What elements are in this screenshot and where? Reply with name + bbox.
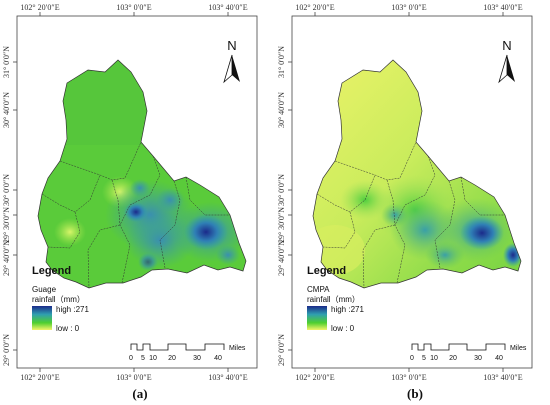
graticule-ticks	[13, 12, 229, 372]
map-frame	[16, 15, 258, 369]
scale-unit: Miles	[229, 345, 246, 352]
top-tick-label: 102° 20′0″E	[295, 3, 334, 12]
top-tick-label: 103° 40′0″E	[483, 3, 522, 12]
map-panel-b: 102° 20′0″E 103° 0′0″E 103° 40′0″E 102° …	[275, 0, 550, 405]
scale-label: 10	[430, 355, 438, 362]
legend-high: high :271	[56, 305, 89, 314]
top-tick-label: 103° 40′0″E	[208, 3, 247, 12]
bottom-tick-label: 103° 0′0″E	[116, 373, 151, 382]
scale-label: 20	[449, 355, 457, 362]
legend: Legend CMPA rainfall（mm） high :271 low :…	[307, 265, 364, 333]
side-tick-label: 29° 40′0″N	[2, 240, 11, 276]
graticule-ticks	[288, 12, 504, 372]
side-tick-label: 29° 30′0″N	[277, 207, 286, 243]
side-tick-label: 29° 30′0″N	[2, 207, 11, 243]
scale-label: 30	[474, 355, 482, 362]
side-tick-label: 29° 40′0″N	[277, 240, 286, 276]
legend-low: low : 0	[56, 324, 80, 333]
scale-label: 0	[410, 355, 414, 362]
scale-label: 40	[495, 355, 503, 362]
north-arrow-label: N	[227, 38, 236, 53]
legend-layer-name: Guage	[32, 285, 57, 294]
side-tick-label: 30° 40′0″N	[277, 92, 286, 128]
top-tick-label: 102° 20′0″E	[20, 3, 59, 12]
scale-bar: 0 5 10 20 30 40 Miles	[129, 343, 246, 362]
side-tick-label: 29° 0′0″N	[277, 334, 286, 366]
scale-label: 20	[168, 355, 176, 362]
scale-label: 40	[214, 355, 222, 362]
map-b-svg: 102° 20′0″E 103° 0′0″E 103° 40′0″E 102° …	[277, 3, 533, 401]
panel-caption: (b)	[407, 386, 423, 401]
north-arrow-icon: N	[223, 38, 240, 84]
side-tick-label: 30° 0′0″N	[277, 174, 286, 206]
scale-label: 5	[422, 355, 426, 362]
side-tick-label: 31° 0′0″N	[277, 46, 286, 78]
side-tick-label: 31° 0′0″N	[2, 46, 11, 78]
scale-label: 10	[149, 355, 157, 362]
county-boundaries	[41, 141, 230, 289]
scale-bar: 0 5 10 20 30 40 Miles	[410, 343, 527, 362]
region-outline	[37, 59, 247, 289]
bottom-tick-label: 103° 40′0″E	[483, 373, 522, 382]
county-boundaries	[316, 141, 505, 289]
side-tick-label: 30° 40′0″N	[2, 92, 11, 128]
scale-label: 5	[141, 355, 145, 362]
region-outline	[312, 59, 522, 289]
legend-high: high :271	[331, 305, 364, 314]
side-tick-label: 30° 0′0″N	[2, 174, 11, 206]
legend-low: low : 0	[331, 324, 355, 333]
legend: Legend Guage rainfall（mm） high :271 low …	[32, 265, 89, 333]
top-tick-label: 103° 0′0″E	[116, 3, 151, 12]
north-arrow-label: N	[502, 38, 511, 53]
bottom-tick-label: 102° 20′0″E	[295, 373, 334, 382]
map-panel-a: 102° 20′0″E 103° 0′0″E 103° 40′0″E 102° …	[2, 3, 258, 401]
legend-layer-name: CMPA	[307, 285, 330, 294]
legend-title: Legend	[32, 265, 71, 277]
side-tick-label: 29° 0′0″N	[2, 334, 11, 366]
north-arrow-icon: N	[498, 38, 515, 84]
legend-unit: rainfall（mm）	[32, 295, 85, 304]
bottom-tick-label: 103° 40′0″E	[208, 373, 247, 382]
top-tick-label: 103° 0′0″E	[391, 3, 426, 12]
panel-caption: (a)	[132, 386, 147, 401]
bottom-tick-label: 103° 0′0″E	[391, 373, 426, 382]
scale-label: 30	[193, 355, 201, 362]
map-frame	[291, 15, 533, 369]
legend-color-ramp	[307, 306, 327, 330]
legend-unit: rainfall（mm）	[307, 295, 360, 304]
map-a-svg: 102° 20′0″E 103° 0′0″E 103° 40′0″E 102° …	[2, 3, 258, 401]
bottom-tick-label: 102° 20′0″E	[20, 373, 59, 382]
legend-color-ramp	[32, 306, 52, 330]
legend-title: Legend	[307, 265, 346, 277]
scale-unit: Miles	[510, 345, 527, 352]
scale-label: 0	[129, 355, 133, 362]
